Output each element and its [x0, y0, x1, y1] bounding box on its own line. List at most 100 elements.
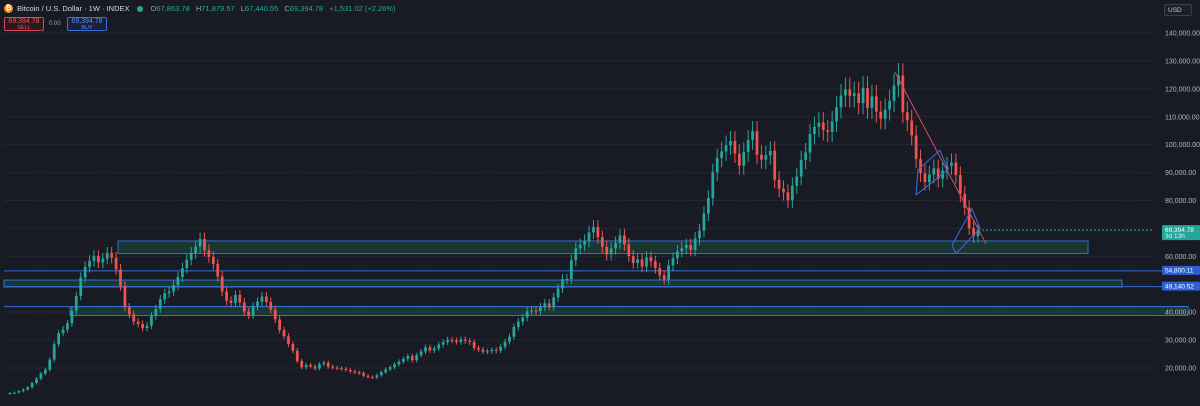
- close-label: C: [284, 4, 290, 13]
- candle: [459, 339, 463, 342]
- candle: [866, 87, 869, 108]
- spread-value: 0.00: [49, 21, 61, 27]
- candle: [251, 306, 255, 316]
- currency-label: USD: [1168, 7, 1182, 14]
- change-value: +1,531.02 (+2.26%): [329, 4, 396, 13]
- candle: [21, 389, 25, 392]
- symbol-header: ₿ Bitcoin / U.S. Dollar · 1W · INDEX O67…: [4, 4, 396, 13]
- candle: [185, 259, 189, 269]
- candle: [503, 341, 507, 347]
- candle: [755, 131, 759, 155]
- candle: [455, 340, 458, 342]
- candle: [932, 168, 936, 175]
- candle: [446, 339, 449, 343]
- candle: [30, 383, 34, 388]
- candle: [127, 307, 131, 315]
- current-price-tag-sublabel: 3d 13h: [1165, 233, 1185, 240]
- candle: [905, 112, 909, 121]
- candle: [256, 301, 259, 307]
- channel-pattern[interactable]: [951, 207, 981, 255]
- candle: [914, 135, 918, 159]
- candle: [238, 294, 242, 303]
- candle: [711, 172, 715, 198]
- candle: [967, 207, 971, 229]
- channel-pattern[interactable]: [915, 149, 949, 197]
- market-status-icon: [136, 5, 143, 12]
- candle: [406, 355, 410, 359]
- candle: [472, 342, 476, 348]
- candle: [415, 355, 419, 361]
- candle: [287, 336, 290, 344]
- candle: [910, 120, 914, 136]
- candle: [437, 344, 441, 349]
- candle: [468, 340, 472, 343]
- candle: [950, 162, 953, 166]
- candle: [817, 122, 821, 127]
- candle: [463, 339, 467, 341]
- candle: [353, 371, 357, 373]
- sell-label: SELL: [17, 25, 31, 31]
- candle: [52, 344, 56, 360]
- candle: [499, 346, 503, 351]
- candle: [720, 151, 724, 159]
- y-tick-label: 80,000.00: [1165, 198, 1196, 205]
- candle: [282, 330, 286, 337]
- candle: [384, 369, 388, 373]
- candle: [88, 260, 91, 267]
- candle: [821, 122, 825, 131]
- support-zone[interactable]: [69, 306, 1189, 317]
- open-value: 67,863.78: [156, 4, 190, 13]
- candle: [322, 362, 326, 365]
- candle: [790, 185, 794, 201]
- sell-button[interactable]: 69,394.78 SELL: [4, 17, 44, 31]
- candle: [61, 329, 65, 334]
- candle: [861, 87, 865, 104]
- buy-label: BUY: [81, 25, 93, 31]
- candle: [578, 244, 582, 249]
- candle: [618, 235, 622, 243]
- candle: [751, 131, 754, 140]
- candle: [508, 336, 511, 342]
- candle: [605, 246, 609, 255]
- candle: [773, 150, 777, 180]
- candle: [512, 326, 516, 337]
- candle: [194, 246, 198, 253]
- candle: [348, 369, 352, 372]
- buy-button[interactable]: 69,394.78 BUY: [67, 17, 107, 31]
- candle: [207, 250, 211, 257]
- candle: [839, 95, 843, 108]
- low-label: L: [240, 4, 245, 13]
- candle: [366, 375, 370, 377]
- candle: [35, 378, 38, 384]
- symbol-title[interactable]: Bitcoin / U.S. Dollar · 1W · INDEX: [17, 4, 130, 13]
- bitcoin-icon: ₿: [4, 4, 13, 13]
- candle: [424, 347, 427, 352]
- candle: [388, 367, 392, 370]
- trendline[interactable]: [894, 71, 987, 245]
- candle: [105, 252, 109, 259]
- candle: [57, 333, 60, 345]
- candle: [110, 252, 114, 258]
- candle: [928, 174, 931, 183]
- candle: [481, 349, 485, 352]
- candle: [813, 126, 816, 135]
- y-tick-label: 100,000.00: [1165, 142, 1200, 149]
- candle: [534, 310, 538, 312]
- buy-price: 69,394.78: [71, 18, 103, 25]
- candle: [304, 364, 308, 368]
- candle: [70, 310, 74, 324]
- candle: [623, 235, 626, 245]
- candle: [671, 258, 675, 266]
- candle: [963, 194, 967, 208]
- candle: [693, 238, 697, 250]
- ohlc-readout: O67,863.78 H71,879.57 L67,440.55 C69,394…: [147, 4, 396, 13]
- candle: [680, 248, 684, 252]
- candle: [667, 265, 670, 280]
- candle: [530, 310, 533, 312]
- candle: [74, 295, 78, 311]
- close-value: 69,394.78: [289, 4, 324, 13]
- currency-selector[interactable]: USD: [1164, 4, 1192, 16]
- candle: [260, 296, 264, 302]
- candle: [176, 276, 180, 286]
